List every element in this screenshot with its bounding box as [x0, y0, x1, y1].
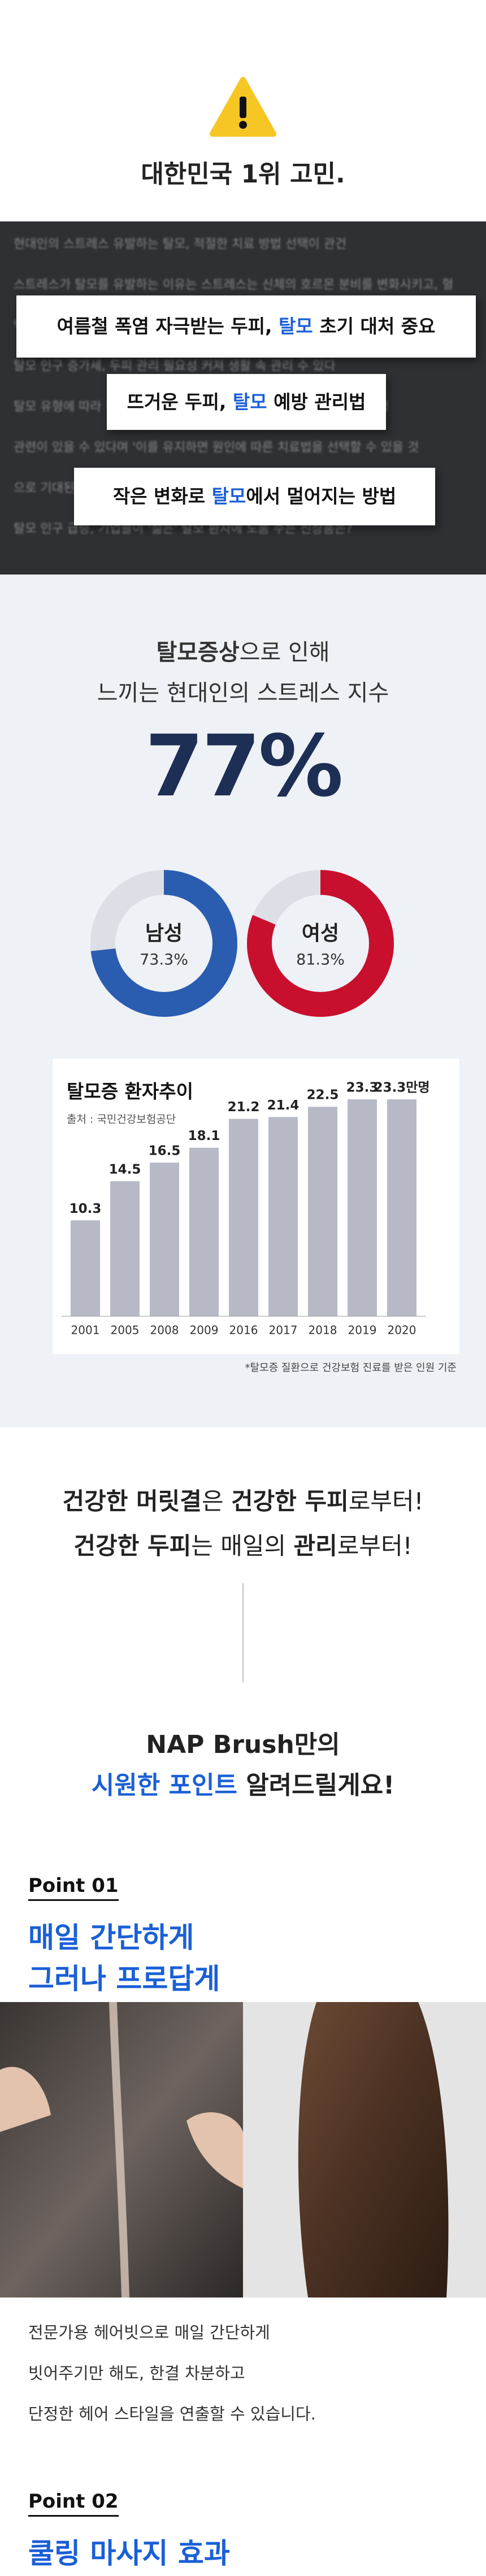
brand-line: NAP Brush만의 [146, 1730, 340, 1759]
intro-strong: 건강한 두피 [231, 1487, 349, 1515]
point-description: 단정한 헤어 스타일을 연출할 수 있습니다. [28, 2404, 316, 2423]
headline-keyword: 탈모 [211, 485, 246, 507]
headline-text: 뜨거운 두피, [127, 391, 233, 413]
headline-keyword: 탈모 [232, 391, 267, 413]
intro-strong: 관리 [293, 1532, 337, 1560]
stats-keyword: 탈모증상 [156, 639, 240, 665]
point-description: 빗어주기만 해도, 한결 차분하고 [28, 2364, 245, 2383]
stats-heading: 탈모증상으로 인해 [0, 634, 486, 667]
point-description: 전문가용 헤어빗으로 매일 간단하게 [28, 2323, 270, 2342]
headline-text: 에서 멀어지는 방법 [246, 485, 397, 507]
news-background-line: 관련이 있을 수 있다며 '이를 유지하면 원인에 따른 치료법을 선택할 수 … [14, 441, 419, 455]
headline-text: 여름철 폭염 자극받는 두피, [57, 315, 279, 337]
headline-text: 예방 관리법 [267, 391, 366, 413]
intro-line: 건강한 두피는 매일의 관리로부터! [0, 1527, 486, 1561]
headline-keyword: 탈모 [279, 315, 313, 337]
warning-icon [210, 77, 276, 137]
point-images [0, 2002, 486, 2297]
stats-big-value: 77% [145, 717, 343, 816]
headline: 여름철 폭염 자극받는 두피, 탈모 초기 대처 중요 [16, 295, 476, 358]
main-title: 대한민국 1위 고민. [141, 160, 345, 189]
point-title: 매일 간단하게 [28, 1921, 194, 1954]
headline-text: 작은 변화로 [112, 485, 212, 507]
intro-text: 는 매일의 [191, 1532, 294, 1560]
divider [242, 1583, 244, 1682]
news-background-line: 스트레스가 탈모를 유발하는 이유는 스트레스는 신체의 호르몬 분비를 변화시… [14, 278, 454, 292]
headline: 뜨거운 두피, 탈모 예방 관리법 [107, 374, 386, 430]
stats-heading: 느끼는 현대인의 스트레스 지수 [97, 680, 389, 706]
intro-text: 로부터! [337, 1532, 413, 1560]
intro-strong: 건강한 머릿결 [62, 1487, 202, 1515]
stats-text: 으로 인해 [239, 639, 330, 665]
headline-text: 초기 대처 중요 [313, 315, 436, 337]
point-keyword: 시원한 포인트 [91, 1771, 237, 1800]
point-line: 시원한 포인트 알려드릴게요! [0, 1765, 486, 1801]
point-text: 알려드릴게요! [237, 1771, 395, 1800]
intro-text: 은 [201, 1487, 231, 1515]
news-background-line: 탈모 인구 증가세, 두피 관리 필요성 커져 생활 속 관리 수 있다 [14, 359, 336, 373]
intro-strong: 건강한 두피 [73, 1532, 192, 1560]
point-title: 그러나 프로답게 [28, 1963, 220, 1995]
intro-line: 건강한 머릿결은 건강한 두피로부터! [0, 1482, 486, 1517]
point-label: Point 01 [28, 1874, 119, 1901]
point-title: 쿨링 마사지 효과 [28, 2537, 230, 2570]
point-label: Point 02 [28, 2490, 119, 2517]
intro-text: 로부터! [348, 1487, 424, 1515]
headline: 작은 변화로 탈모에서 멀어지는 방법 [74, 468, 435, 525]
news-background-line: 현대인의 스트레스 유발하는 탈모, 적절한 치료 방법 선택이 관건 [14, 237, 347, 251]
